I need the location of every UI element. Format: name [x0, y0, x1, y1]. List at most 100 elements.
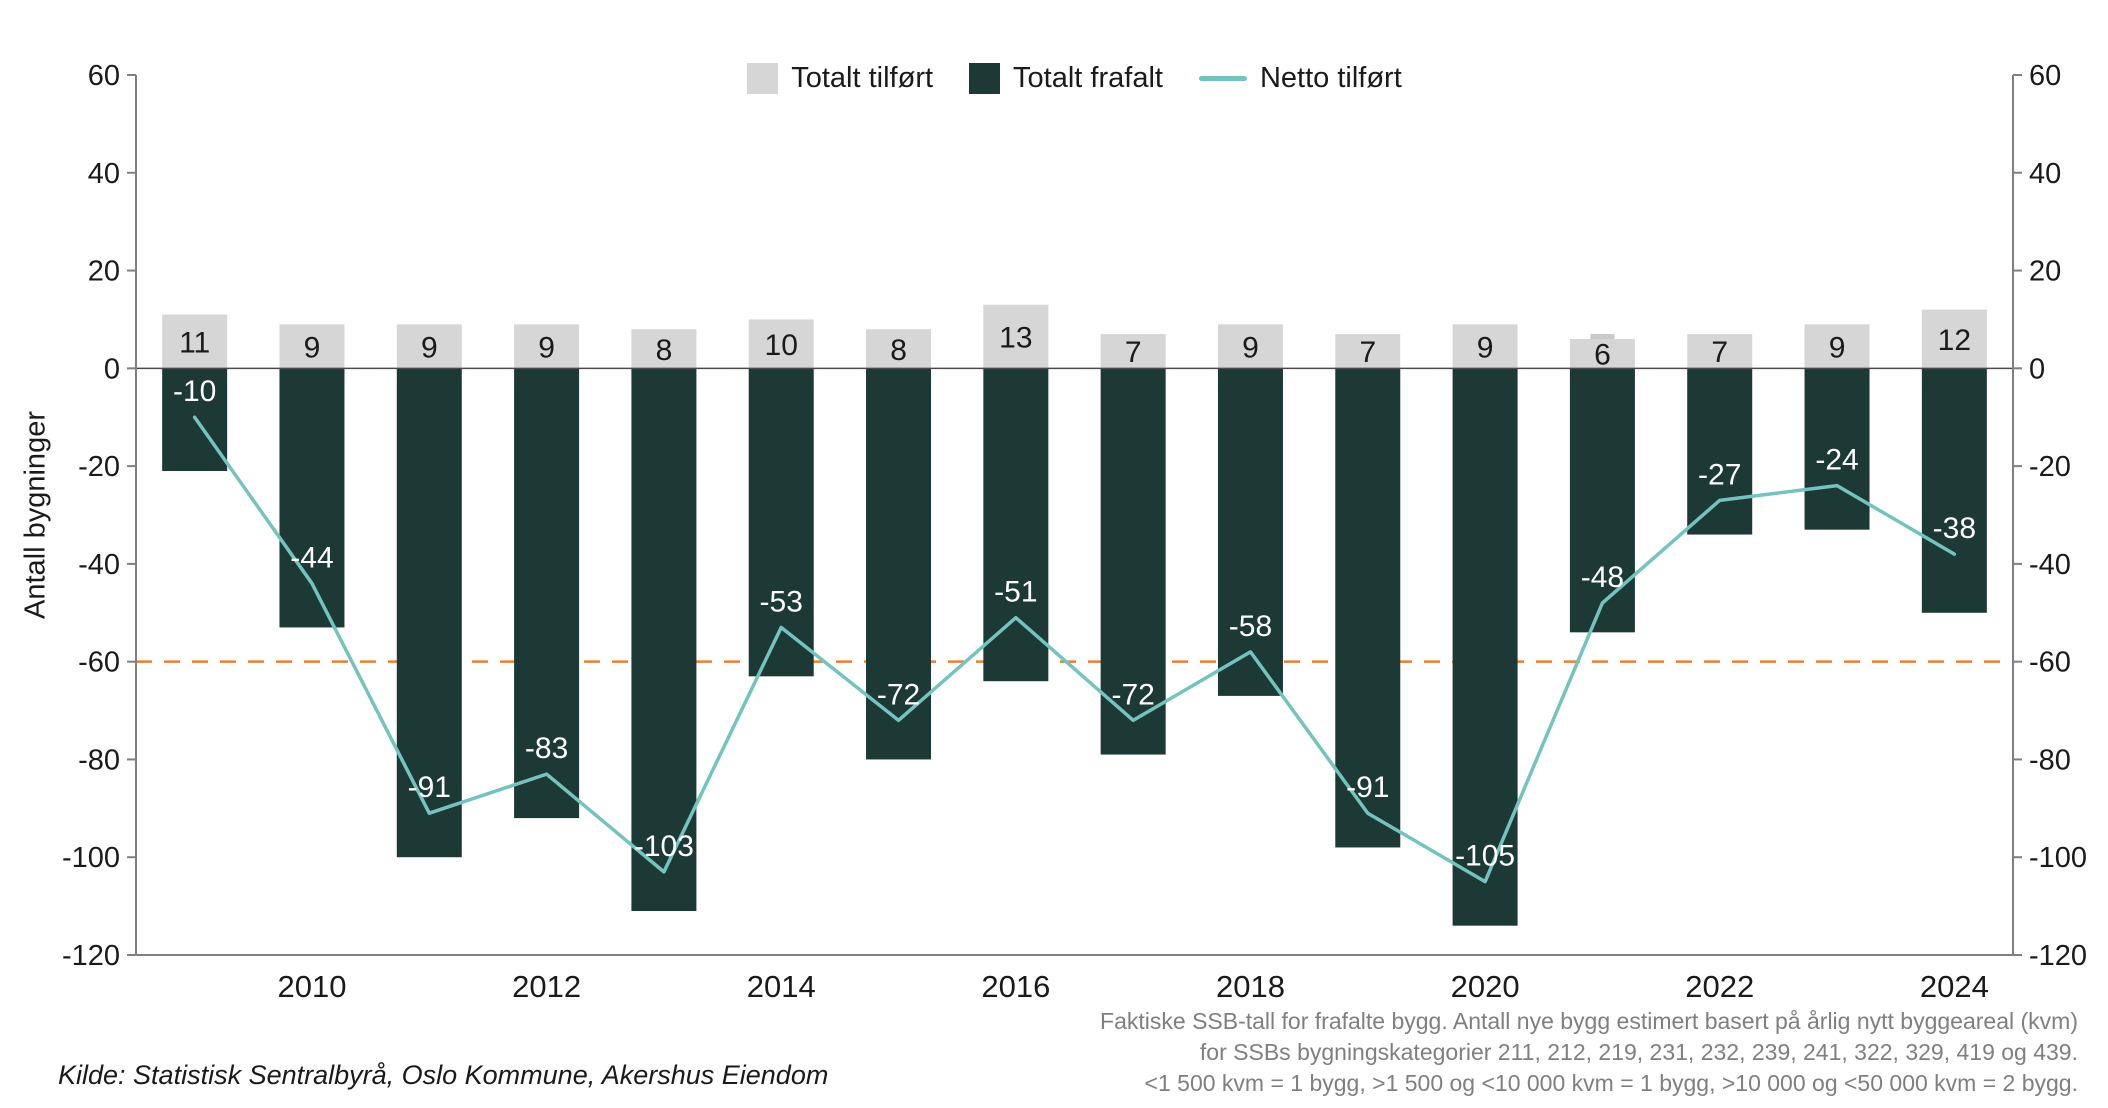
line-label-netto-2011: -91: [408, 771, 451, 804]
bar-frafalt-2021: [1569, 368, 1635, 633]
left-tick-label-0: 0: [104, 353, 120, 385]
netto-line: [192, 415, 1957, 884]
bar-label-tilfort-2015: 8: [890, 334, 907, 367]
footnote-block: Faktiske SSB-tall for frafalte bygg. Ant…: [1100, 1006, 2078, 1099]
footnote-line-2: for SSBs bygningskategorier 211, 212, 21…: [1199, 1039, 2078, 1065]
bar-label-tilfort-2020: 9: [1477, 331, 1494, 364]
bar-label-tilfort-2009: 11: [179, 326, 210, 359]
bar-tilfort-2014: [748, 319, 814, 369]
right-tick-label--40: -40: [2029, 549, 2071, 581]
right-tick-label--80: -80: [2029, 744, 2071, 776]
legend-item-totalt-frafalt: Totalt frafalt: [969, 62, 1163, 95]
bar-frafalt-2014: [748, 368, 814, 677]
left-tick-label-60: 60: [88, 60, 120, 92]
line-label-netto-2014: -53: [760, 585, 803, 618]
bar-frafalt-2019: [1335, 368, 1401, 848]
bar-frafalt-2010: [279, 368, 345, 628]
y-axis-title: Antall bygninger: [19, 411, 52, 619]
bar-label-tilfort-2014: 10: [765, 329, 798, 362]
bar-label-tilfort-2016: 13: [999, 322, 1032, 355]
x-tick-label-2020: 2020: [1451, 969, 1520, 1004]
bar-tilfort-2017: [1100, 334, 1166, 369]
bar-label-tilfort-2010: 9: [304, 331, 321, 364]
x-tick-label-2016: 2016: [981, 969, 1050, 1004]
left-tick-label-20: 20: [88, 256, 120, 288]
bar-tilfort-2015: [866, 329, 932, 369]
bar-frafalt-2012: [514, 368, 580, 819]
legend-item-netto-tilfort: Netto tilført: [1198, 61, 1402, 95]
x-tick-label-2010: 2010: [277, 969, 346, 1004]
bar-frafalt-2023: [1804, 368, 1870, 530]
bar-tilfort-2012: [514, 324, 580, 369]
bar-frafalt-2017: [1100, 368, 1166, 755]
legend-label-frafalt: Totalt frafalt: [1013, 61, 1163, 94]
bar-frafalt-2024: [1921, 368, 1987, 613]
bar-tilfort-2010: [279, 324, 345, 369]
bar-tilfort-2021: [1569, 339, 1635, 369]
left-tick-label--20: -20: [78, 451, 120, 483]
bar-label-tilfort-2019: 7: [1359, 336, 1376, 369]
legend-swatch-frafalt: [969, 62, 1001, 94]
line-label-netto-2020: -105: [1455, 840, 1515, 873]
line-label-netto-2018: -58: [1229, 610, 1272, 643]
line-label-netto-2016: -51: [994, 576, 1037, 609]
line-label-netto-2024: -38: [1933, 512, 1976, 545]
bar-tilfort-2020: [1452, 324, 1518, 369]
left-tick-label--40: -40: [78, 549, 120, 581]
x-tick-label-2022: 2022: [1685, 969, 1754, 1004]
bar-tilfort-2024: [1921, 309, 1987, 369]
bar-label-tilfort-2021: 6: [1594, 339, 1611, 372]
bar-tilfort-2016: [983, 304, 1049, 369]
bar-frafalt-2016: [983, 368, 1049, 682]
x-tick-label-2014: 2014: [747, 969, 816, 1004]
left-tick-label--80: -80: [78, 744, 120, 776]
bar-label-tilfort-2012: 9: [538, 331, 555, 364]
right-tick-label-20: 20: [2029, 256, 2061, 288]
bar-frafalt-2013: [631, 368, 697, 911]
line-label-netto-2009: -10: [173, 375, 216, 408]
footnote-line-1: Faktiske SSB-tall for frafalte bygg. Ant…: [1100, 1008, 2078, 1034]
x-tick-label-2024: 2024: [1920, 969, 1989, 1004]
bar-tilfort-2022: [1687, 334, 1753, 369]
right-tick-label--60: -60: [2029, 647, 2071, 679]
footnote-line-3: <1 500 kvm = 1 bygg, >1 500 og <10 000 k…: [1144, 1070, 2078, 1096]
right-tick-label-60: 60: [2029, 60, 2061, 92]
bar-frafalt-2022: [1687, 368, 1753, 535]
legend: Totalt tilført Totalt frafalt Netto tilf…: [136, 60, 2013, 96]
left-tick-label--120: -120: [62, 940, 120, 972]
line-label-netto-2023: -24: [1815, 444, 1858, 477]
bar-label-tilfort-2011: 9: [421, 331, 438, 364]
bar-label-tilfort-2023: 9: [1829, 331, 1846, 364]
legend-label-netto: Netto tilført: [1259, 61, 1402, 94]
bar-label-tilfort-2017: 7: [1125, 336, 1142, 369]
line-label-netto-2015: -72: [877, 678, 920, 711]
bar-tilfort-2023: [1804, 324, 1870, 369]
bar-label-tilfort-2013: 8: [656, 334, 673, 367]
left-tick-label-40: 40: [88, 158, 120, 190]
line-label-netto-2010: -44: [290, 541, 333, 574]
source-text: Kilde: Statistisk Sentralbyrå, Oslo Komm…: [58, 1060, 829, 1090]
legend-item-totalt-tilfort: Totalt tilført: [747, 62, 933, 95]
legend-line-swatch-netto: [1198, 75, 1247, 81]
bar-tilfort-2011: [396, 324, 462, 369]
right-tick-label--120: -120: [2029, 940, 2087, 972]
bar-tilfort-2019: [1335, 334, 1401, 369]
bar-tilfort-2018: [1217, 324, 1283, 369]
legend-swatch-tilfort: [747, 62, 779, 94]
line-label-netto-2019: -91: [1346, 771, 1389, 804]
bar-label-tilfort-2024: 12: [1938, 324, 1971, 357]
right-tick-label-0: 0: [2029, 353, 2045, 385]
x-tick-label-2012: 2012: [512, 969, 581, 1004]
line-label-netto-2013: -103: [634, 830, 694, 863]
line-label-netto-2017: -72: [1111, 678, 1154, 711]
right-tick-label--20: -20: [2029, 451, 2071, 483]
left-tick-label--100: -100: [62, 842, 120, 874]
right-tick-label--100: -100: [2029, 842, 2087, 874]
bar-tilfort-2013: [631, 329, 697, 369]
bar-label-tilfort-2022: 7: [1711, 336, 1728, 369]
bar-label-tilfort-2018: 9: [1242, 331, 1259, 364]
bar-tilfort-2009: [162, 314, 228, 369]
line-label-netto-2021: -48: [1581, 561, 1624, 594]
